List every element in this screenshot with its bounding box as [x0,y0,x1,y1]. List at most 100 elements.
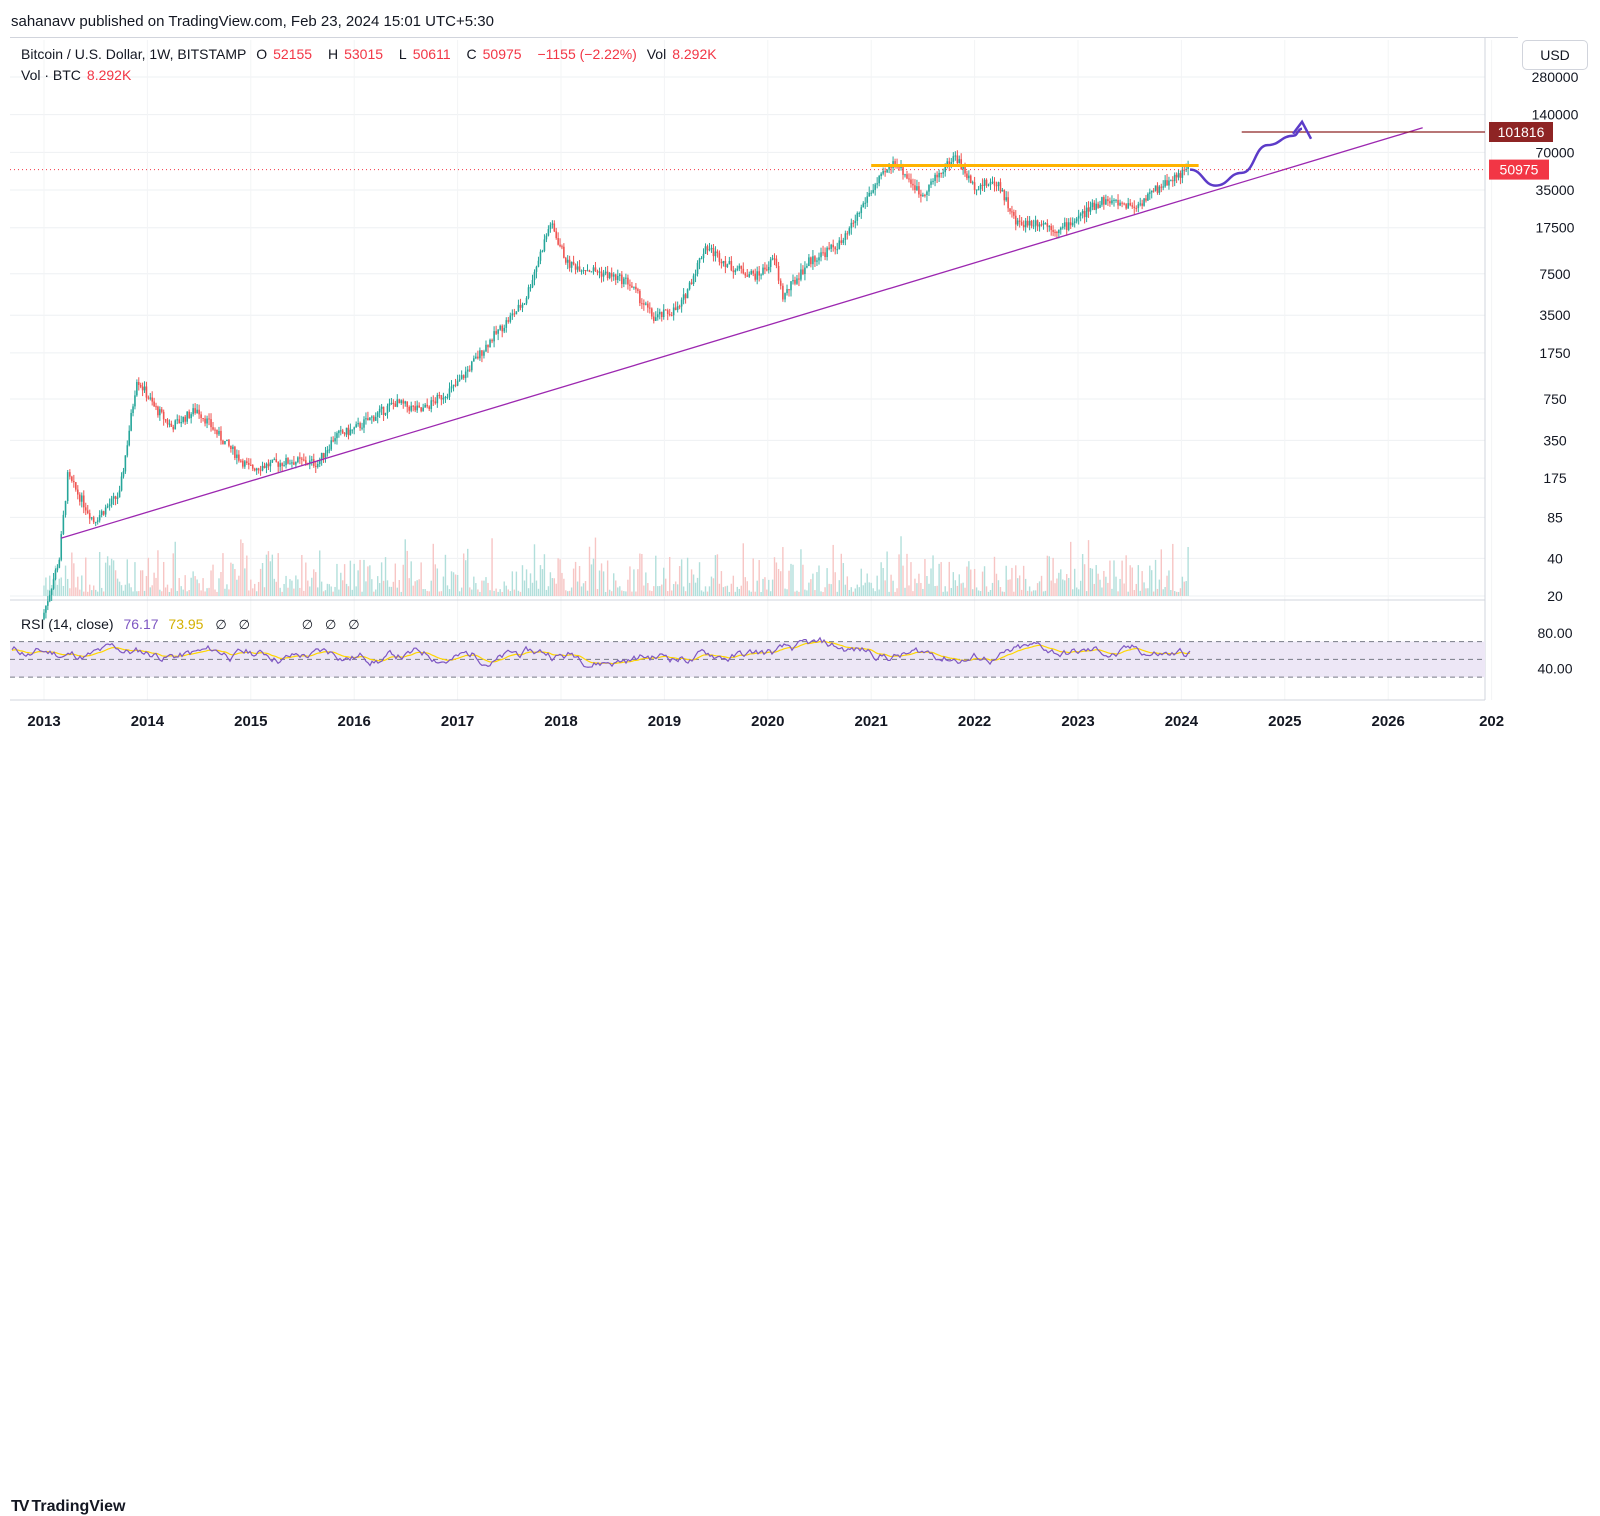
volume-bar [398,580,400,596]
candle-body [806,266,808,268]
volume-bar [1034,590,1037,596]
candle-body [69,472,71,477]
candle-body [842,239,845,243]
candle-body [251,465,254,469]
volume-bar [730,583,733,596]
candle-body [345,427,348,435]
volume-bar [1022,565,1025,596]
volume-bar [1137,565,1140,596]
candle-body [578,266,581,272]
chart-overlays [10,119,1485,539]
candle-body [769,259,772,267]
candle-body [108,504,111,507]
volume-bar [218,578,220,596]
volume-bar [326,583,329,596]
candle-body [710,247,713,250]
candle-body [1129,203,1132,206]
volume-bar [773,557,776,596]
candle-body [155,406,157,408]
candle-body [301,458,303,460]
candle-body [676,306,679,310]
candle-body [206,418,208,424]
candle-body [844,233,847,240]
candle-body [979,184,982,190]
volume-bar [874,591,876,596]
volume-bar [876,575,878,596]
y-tick-label: 750 [1543,391,1567,407]
x-tick-label: 2022 [958,713,991,730]
volume-bar [872,588,874,596]
volume-bar [432,543,434,596]
volume-bar [382,580,385,596]
price-chart[interactable]: 80.00 40.00 280000 140000 70000 35000 17500 75… [0,0,1600,780]
candle-body [396,399,399,407]
candle-body [582,270,585,272]
volume-bar [771,579,774,596]
candle-body [136,382,138,396]
candle-body [718,253,721,262]
candle-body [649,307,651,309]
candle-body [985,179,988,186]
volume-bar [596,589,599,596]
candle-body [94,521,97,523]
volume-bar [1007,579,1009,596]
candle-body [434,401,437,404]
volume-bar [515,571,518,596]
volume-bar [531,582,534,596]
volume-bar [1087,540,1090,596]
volume-bar [1117,591,1119,596]
volume-bar [406,550,408,596]
volume-bar [162,561,165,596]
candle-body [141,386,144,391]
volume-bar [1147,588,1149,596]
tradingview-logo[interactable]: TV TradingView [11,1498,125,1516]
volume-bar [257,581,260,596]
rsi-pane: 80.00 40.00 [10,625,1573,678]
volume-bar [188,589,190,596]
candle-body [828,247,830,249]
candle-body [1093,202,1096,210]
volume-bar [1103,570,1105,596]
currency-button[interactable]: USD [1522,40,1588,70]
candle-body [1050,226,1052,231]
volume-bar [822,591,824,596]
volume-bar [852,591,855,596]
volume-bar [320,581,323,596]
volume-bar [732,575,735,596]
candle-body [652,316,655,321]
volume-bar [456,574,459,596]
candle-body [876,183,878,185]
volume-bar [194,576,196,596]
candle-body [56,567,59,571]
candle-body [1063,222,1066,227]
volume-bar [981,571,984,596]
volume-bar [1173,591,1176,596]
candle-body [771,258,774,260]
volume-bar [384,557,387,596]
volume-bar [519,591,522,596]
candle-body [1013,211,1015,216]
volume-bar [145,576,148,596]
candle-body [438,394,441,396]
volume-bar [1143,582,1145,596]
volume-bar [128,583,130,596]
volume-bar [378,583,381,596]
candle-body [779,280,782,286]
volume-bar [950,587,952,596]
volume-bar [808,582,810,596]
volume-bar [570,587,573,596]
candle-body [355,424,357,428]
candle-body [541,250,544,252]
volume-bar [788,570,790,596]
candle-body [950,162,953,166]
volume-bar [846,576,849,596]
candle-body [1077,215,1080,219]
candle-body [314,465,317,467]
volume-bar [962,582,964,596]
volume-bar [918,573,920,596]
volume-bar [116,578,119,596]
chart-frame[interactable] [10,37,1518,738]
candle-body [184,416,186,422]
candle-body [1099,204,1101,208]
volume-bar [240,539,242,596]
